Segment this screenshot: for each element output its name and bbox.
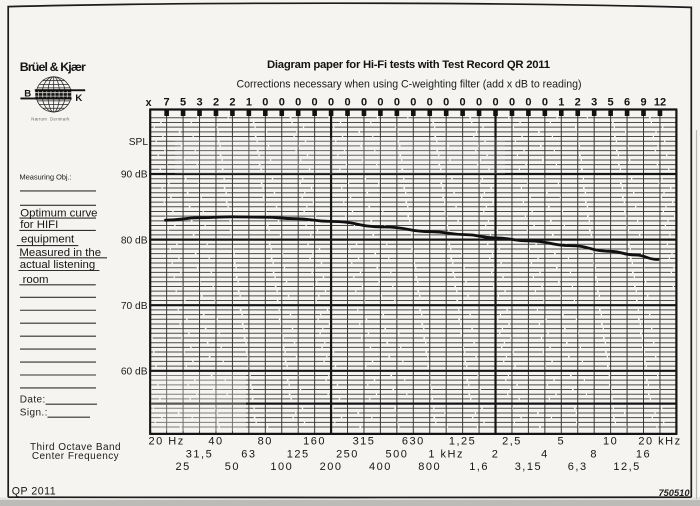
svg-text:0: 0	[476, 97, 482, 109]
svg-text:Third Octave Band: Third Octave Band	[30, 442, 121, 453]
svg-text:0: 0	[509, 97, 515, 109]
svg-text:20 Hz: 20 Hz	[148, 436, 184, 448]
svg-text:B: B	[24, 89, 31, 100]
svg-text:1 kHz: 1 kHz	[428, 448, 464, 460]
svg-text:400: 400	[369, 461, 392, 473]
svg-text:63: 63	[241, 448, 256, 460]
svg-text:2: 2	[213, 97, 219, 109]
svg-text:0: 0	[427, 97, 433, 109]
svg-text:0: 0	[262, 97, 268, 109]
svg-text:0: 0	[443, 97, 449, 109]
svg-text:Measuring Obj.:: Measuring Obj.:	[19, 172, 71, 181]
svg-text:125: 125	[287, 448, 310, 460]
svg-text:5: 5	[557, 436, 565, 448]
svg-text:60 dB: 60 dB	[121, 367, 148, 378]
svg-text:80: 80	[258, 436, 273, 448]
svg-text:12,5: 12,5	[613, 461, 640, 473]
svg-text:0: 0	[344, 97, 350, 109]
svg-text:Sign.:: Sign.:	[20, 408, 48, 419]
svg-text:160: 160	[303, 436, 326, 448]
svg-text:100: 100	[270, 461, 293, 473]
svg-text:10: 10	[603, 436, 618, 448]
svg-text:actual listening: actual listening	[20, 259, 95, 271]
svg-text:31,5: 31,5	[186, 448, 213, 460]
svg-text:2: 2	[229, 97, 235, 109]
svg-text:25: 25	[175, 461, 190, 473]
svg-text:630: 630	[402, 436, 425, 448]
svg-text:0: 0	[328, 97, 334, 109]
svg-text:12: 12	[654, 97, 666, 109]
svg-text:7: 7	[164, 97, 170, 109]
svg-text:70 dB: 70 dB	[121, 301, 148, 312]
svg-text:4: 4	[541, 448, 549, 460]
svg-text:0: 0	[279, 97, 285, 109]
svg-text:50: 50	[225, 461, 240, 473]
svg-text:20 kHz: 20 kHz	[638, 436, 681, 448]
svg-text:0: 0	[394, 97, 400, 109]
svg-text:16: 16	[636, 448, 651, 460]
svg-text:Nærum Denmark: Nærum Denmark	[31, 117, 70, 122]
svg-text:250: 250	[336, 448, 359, 460]
svg-text:750510: 750510	[658, 488, 690, 498]
svg-text:0: 0	[492, 97, 498, 109]
svg-text:0: 0	[525, 97, 531, 109]
svg-text:x: x	[146, 97, 152, 109]
svg-text:2,5: 2,5	[502, 436, 522, 448]
svg-text:315: 315	[353, 436, 376, 448]
svg-text:Brüel & Kjær: Brüel & Kjær	[20, 60, 86, 74]
svg-text:for HIFI: for HIFI	[20, 219, 58, 231]
svg-text:3: 3	[591, 97, 597, 109]
svg-text:equipment: equipment	[21, 234, 75, 246]
svg-text:SPL: SPL	[129, 137, 149, 148]
svg-text:1,25: 1,25	[449, 436, 476, 448]
svg-text:Center Frequency: Center Frequency	[32, 451, 119, 462]
svg-text:90 dB: 90 dB	[121, 170, 148, 181]
svg-text:3: 3	[196, 97, 202, 109]
svg-text:Date:: Date:	[20, 395, 46, 406]
svg-text:0: 0	[312, 97, 318, 109]
svg-text:8: 8	[590, 448, 598, 460]
svg-text:Corrections necessary when usi: Corrections necessary when using C-weigh…	[237, 79, 582, 91]
svg-text:0: 0	[361, 97, 367, 109]
svg-text:Diagram paper for Hi-Fi tests: Diagram paper for Hi-Fi tests with Test …	[267, 59, 550, 71]
svg-text:500: 500	[385, 448, 408, 460]
svg-text:5: 5	[608, 97, 614, 109]
svg-text:6,3: 6,3	[568, 461, 588, 473]
svg-text:800: 800	[418, 461, 441, 473]
svg-text:room: room	[23, 274, 49, 286]
svg-text:QP 2011: QP 2011	[12, 485, 56, 497]
svg-text:9: 9	[640, 97, 646, 109]
svg-text:2: 2	[575, 97, 581, 109]
svg-text:40: 40	[208, 436, 223, 448]
svg-text:1: 1	[246, 97, 252, 109]
svg-text:6: 6	[624, 97, 630, 109]
svg-text:0: 0	[542, 97, 548, 109]
svg-text:Measured in the: Measured in the	[19, 247, 101, 259]
svg-text:0: 0	[295, 97, 301, 109]
svg-text:K: K	[75, 93, 82, 104]
svg-text:0: 0	[410, 97, 416, 109]
svg-text:0: 0	[460, 97, 466, 109]
svg-text:5: 5	[180, 97, 186, 109]
svg-text:80 dB: 80 dB	[121, 235, 148, 246]
svg-text:1,6: 1,6	[469, 461, 489, 473]
svg-text:0: 0	[377, 97, 383, 109]
svg-text:200: 200	[320, 461, 343, 473]
svg-text:Optimum curve: Optimum curve	[20, 207, 97, 219]
svg-text:3,15: 3,15	[515, 461, 542, 473]
svg-text:1: 1	[558, 97, 564, 109]
svg-text:2: 2	[492, 448, 500, 460]
